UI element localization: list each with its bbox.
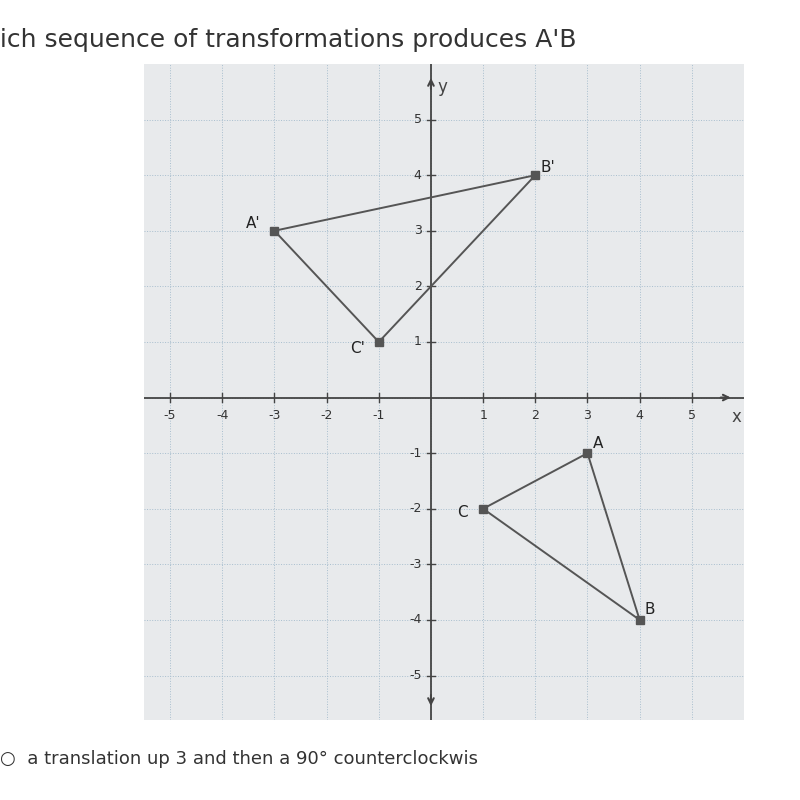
Text: C: C [457,505,468,520]
Text: -3: -3 [268,409,281,422]
Text: B': B' [541,161,555,175]
Text: A': A' [246,216,260,231]
Text: 5: 5 [688,409,696,422]
Text: B: B [645,602,655,618]
Text: A: A [593,435,603,450]
Text: 2: 2 [531,409,539,422]
Text: -4: -4 [216,409,229,422]
Text: hich sequence of transformations produces A'B: hich sequence of transformations produce… [0,28,577,52]
Text: 4: 4 [636,409,643,422]
Text: -4: -4 [409,614,422,626]
Text: C': C' [350,341,365,356]
Text: 1: 1 [479,409,487,422]
Text: -5: -5 [164,409,176,422]
Text: 2: 2 [414,280,422,293]
Text: x: x [731,407,741,426]
Text: -2: -2 [409,502,422,515]
Text: 4: 4 [414,169,422,182]
Text: y: y [438,78,447,96]
Text: 3: 3 [583,409,591,422]
Text: -1: -1 [409,446,422,460]
Text: -3: -3 [409,558,422,571]
Text: ○  a translation up 3 and then a 90° counterclockwis: ○ a translation up 3 and then a 90° coun… [0,750,478,768]
Text: -2: -2 [321,409,333,422]
Text: 5: 5 [414,113,422,126]
Text: 1: 1 [414,335,422,349]
Text: 3: 3 [414,224,422,238]
Text: -1: -1 [373,409,385,422]
Text: -5: -5 [409,669,422,682]
